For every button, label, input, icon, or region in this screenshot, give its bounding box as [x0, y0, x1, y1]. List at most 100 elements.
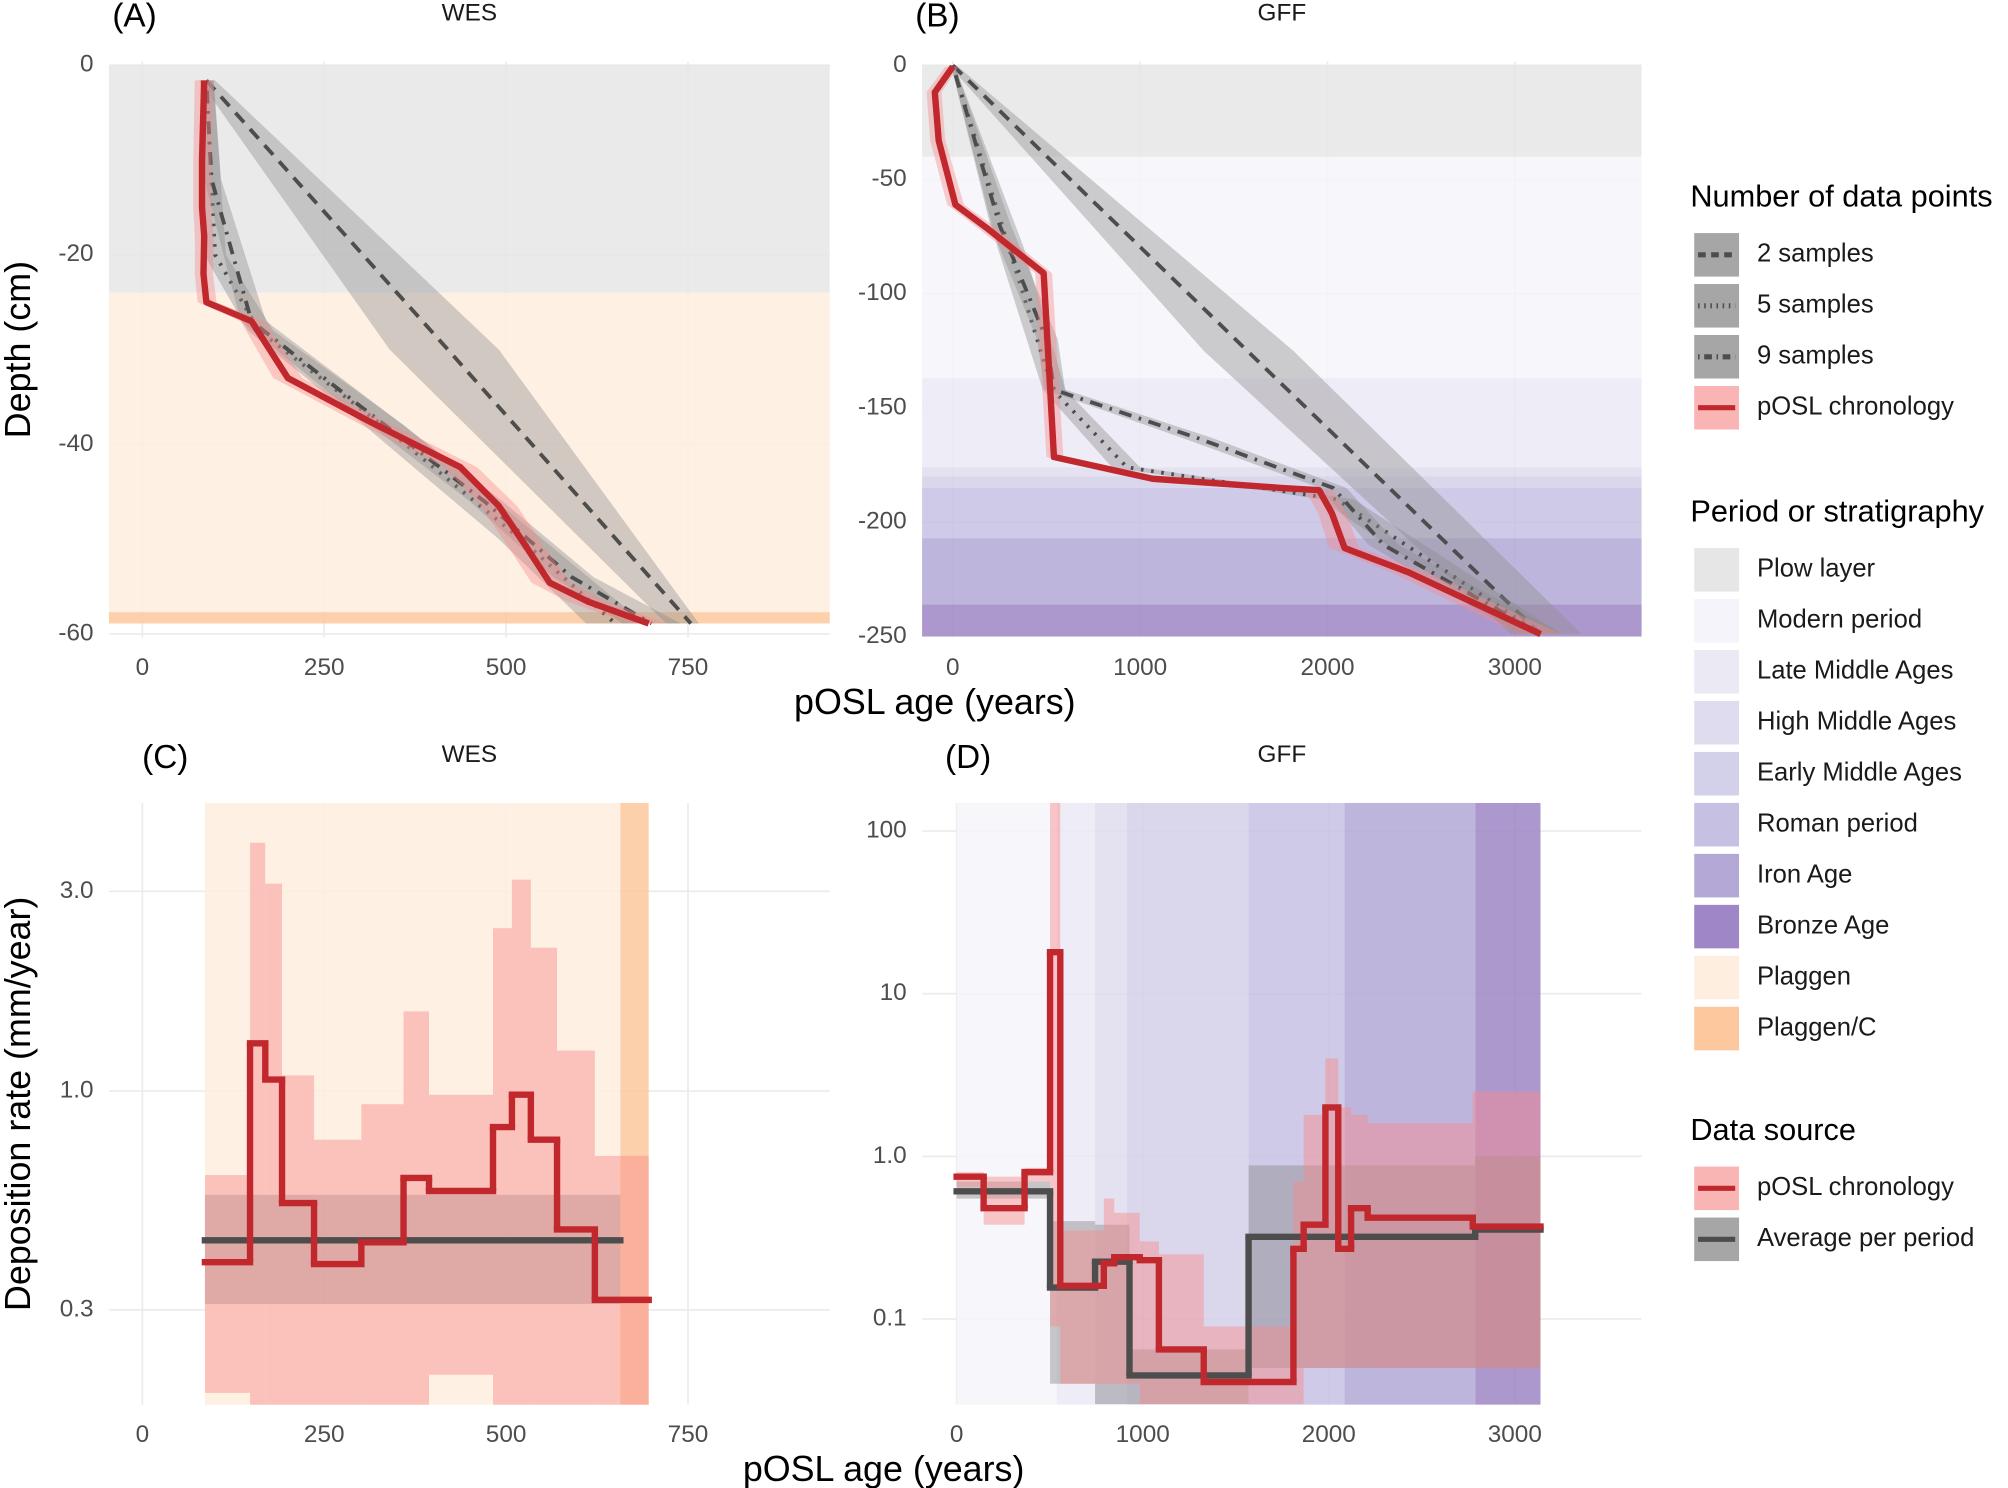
x-tick-label: 0 [136, 654, 150, 681]
ribbon [282, 1075, 315, 1405]
panel-title: WES [442, 0, 497, 27]
legend-swatch [1694, 1006, 1740, 1051]
panel [922, 61, 1642, 638]
legend-label: pOSL chronology [1757, 392, 1954, 420]
ribbon [493, 928, 512, 1405]
band [108, 292, 830, 613]
x-tick-label: 500 [486, 1421, 527, 1448]
legend-swatch [1694, 802, 1740, 847]
legend-label: Bronze Age [1757, 911, 1889, 939]
legend-swatch [1694, 548, 1740, 592]
y-tick-label: -200 [858, 508, 907, 535]
ribbon [926, 66, 1562, 635]
band [922, 467, 1642, 477]
x-tick-label: 750 [668, 1421, 709, 1448]
band [922, 487, 1642, 539]
x-tick-label: 3000 [1488, 654, 1542, 681]
y-tick-label: 0.3 [60, 1295, 94, 1322]
ribbon [1351, 1114, 1368, 1368]
y-tick-label: 1.0 [873, 1142, 907, 1169]
panel-title: GFF [1258, 0, 1307, 27]
ribbon [1325, 1058, 1339, 1368]
legend-label: Plaggen/C [1757, 1013, 1877, 1041]
band [1094, 802, 1127, 1405]
band [1475, 802, 1541, 1405]
legend-label: High Middle Ages [1757, 708, 1956, 736]
x-axis-title: pOSL age (years) [743, 1449, 1025, 1488]
x-tick-label: 1000 [1116, 1421, 1170, 1448]
legend-label: Iron Age [1757, 860, 1852, 888]
panel-label: (B) [915, 0, 959, 35]
ribbon [428, 1094, 494, 1375]
ribbon [200, 80, 681, 624]
legend-label: Roman period [1757, 809, 1918, 837]
y-tick-label: 0 [893, 51, 907, 78]
legend-label: 9 samples [1757, 342, 1874, 370]
band [922, 604, 1642, 637]
y-tick-label: -250 [858, 622, 907, 649]
legend-label: Modern period [1757, 606, 1922, 634]
ribbon [1248, 1165, 1476, 1368]
legend-label: pOSL chronology [1757, 1173, 1954, 1201]
ribbon [1060, 1230, 1104, 1384]
legend-title: Period or stratigraphy [1690, 494, 1984, 529]
legend-swatch [1694, 599, 1740, 643]
band [1344, 802, 1476, 1405]
x-axis-title: pOSL age (years) [794, 682, 1076, 722]
band [922, 156, 1642, 379]
y-tick-label: -150 [858, 393, 907, 420]
band [922, 538, 1642, 605]
legend-label: Early Middle Ages [1757, 758, 1962, 786]
y-tick-label: 1.0 [60, 1076, 94, 1103]
legend-swatch [1694, 853, 1740, 898]
x-tick-label: 2000 [1302, 1421, 1356, 1448]
y-tick-label: -50 [872, 165, 907, 192]
ribbon [1103, 1198, 1115, 1384]
y-tick-label: 3.0 [60, 877, 94, 904]
legend-label: Late Middle Ages [1757, 657, 1953, 685]
legend-swatch [1694, 904, 1740, 949]
x-tick-label: 0 [136, 1421, 150, 1448]
band [204, 802, 621, 1405]
legend-label: 2 samples [1757, 240, 1874, 268]
ribbon [1158, 1254, 1204, 1405]
panel-title: GFF [1258, 741, 1307, 768]
band [956, 802, 1057, 1405]
band [620, 802, 649, 1405]
legend-swatch [1694, 700, 1740, 745]
panel-label: (D) [945, 739, 991, 776]
ribbon [265, 883, 283, 1405]
band [922, 65, 1642, 157]
ribbon [949, 65, 1582, 635]
band [922, 378, 1642, 468]
y-tick-label: -40 [58, 430, 93, 457]
x-tick-label: 3000 [1488, 1421, 1542, 1448]
band [1126, 802, 1249, 1405]
x-tick-label: 0 [946, 654, 960, 681]
x-tick-label: 250 [304, 1421, 345, 1448]
line [950, 64, 1542, 636]
line [204, 80, 617, 625]
ribbon [204, 1175, 251, 1393]
x-tick-label: 500 [486, 654, 527, 681]
ribbon [1303, 1114, 1326, 1368]
ribbon [250, 842, 266, 1405]
x-tick-label: 250 [304, 654, 345, 681]
legend-label: 5 samples [1757, 291, 1874, 319]
y-axis-title: Deposition rate (mm/year) [0, 897, 38, 1311]
y-tick-label: -60 [58, 619, 93, 646]
y-tick-label: 0.1 [873, 1304, 907, 1331]
legend-label: Plaggen [1757, 962, 1851, 990]
y-tick-label: -100 [858, 279, 907, 306]
band [108, 612, 830, 624]
panel-title: WES [442, 741, 497, 768]
ribbon [204, 1194, 621, 1304]
x-tick-label: 2000 [1300, 654, 1354, 681]
line [198, 80, 650, 627]
panel [108, 802, 830, 1405]
panel-label: (A) [112, 0, 156, 35]
panel [922, 802, 1642, 1405]
legend-title: Number of data points [1690, 179, 1992, 214]
ribbon [983, 1176, 1025, 1225]
ribbon [1367, 1123, 1473, 1368]
